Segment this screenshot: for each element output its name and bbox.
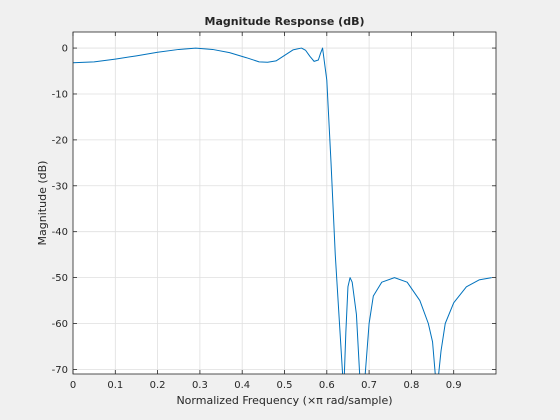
y-tick-label: -20 xyxy=(52,135,68,146)
y-tick-label: -50 xyxy=(52,273,68,284)
x-tick-label: 0.9 xyxy=(446,380,462,391)
x-tick-label: 0 xyxy=(70,380,76,391)
y-axis-label: Magnitude (dB) xyxy=(36,161,49,246)
x-tick-label: 0.6 xyxy=(319,380,335,391)
x-tick-label: 0.8 xyxy=(403,380,419,391)
y-tick-label: -60 xyxy=(52,319,68,330)
chart-title: Magnitude Response (dB) xyxy=(205,15,365,28)
y-tick-label: -70 xyxy=(52,365,68,376)
x-tick-label: 0.5 xyxy=(277,380,293,391)
x-tick-label: 0.3 xyxy=(192,380,208,391)
y-tick-labels: 0 -10 -20 -30 -40 -50 -60 -70 xyxy=(52,44,68,376)
magnitude-series-line xyxy=(73,47,492,374)
y-tick-label: 0 xyxy=(62,44,68,55)
series-group xyxy=(73,47,492,374)
x-axis-label: Normalized Frequency (×π rad/sample) xyxy=(176,394,392,407)
y-tick-label: -10 xyxy=(52,89,68,100)
x-tick-label: 0.7 xyxy=(361,380,377,391)
x-tick-label: 0.2 xyxy=(150,380,166,391)
x-tick-label: 0.1 xyxy=(107,380,123,391)
x-tick-labels: 0 0.1 0.2 0.3 0.4 0.5 0.6 0.7 0.8 0.9 xyxy=(70,380,462,391)
y-tick-label: -30 xyxy=(52,181,68,192)
x-tick-label: 0.4 xyxy=(234,380,250,391)
grid-lines xyxy=(72,32,496,374)
y-tick-label: -40 xyxy=(52,227,68,238)
tick-marks xyxy=(72,32,496,374)
